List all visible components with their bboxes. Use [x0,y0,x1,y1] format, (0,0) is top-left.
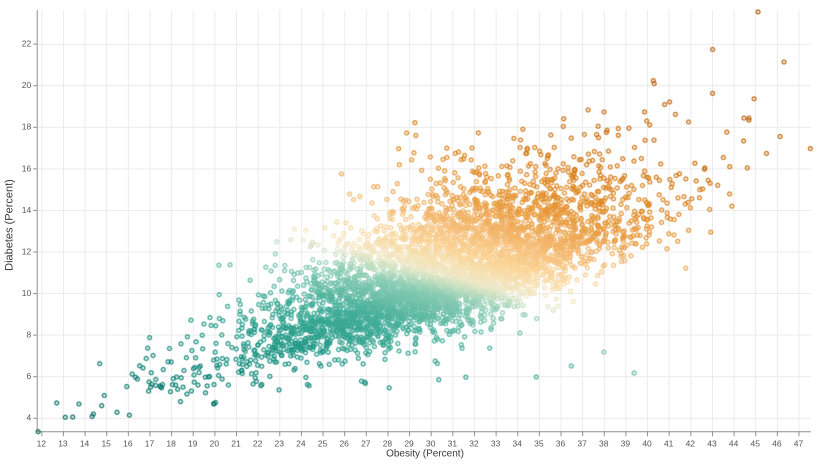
svg-text:Diabetes (Percent): Diabetes (Percent) [4,179,16,271]
svg-text:42: 42 [686,438,696,448]
svg-text:46: 46 [772,438,782,448]
svg-text:30: 30 [426,438,436,448]
svg-text:22: 22 [22,39,32,49]
svg-text:44: 44 [729,438,739,448]
svg-text:6: 6 [26,371,31,381]
svg-text:38: 38 [599,438,609,448]
svg-text:29: 29 [404,438,414,448]
svg-text:32: 32 [469,438,479,448]
svg-text:34: 34 [513,438,523,448]
svg-text:19: 19 [188,438,198,448]
svg-text:18: 18 [22,122,32,132]
svg-text:47: 47 [794,438,804,448]
svg-text:28: 28 [383,438,393,448]
svg-text:45: 45 [750,438,760,448]
svg-text:14: 14 [22,205,32,215]
svg-text:17: 17 [145,438,155,448]
svg-text:31: 31 [448,438,458,448]
svg-text:39: 39 [621,438,631,448]
svg-text:4: 4 [26,413,31,423]
svg-text:Obesity (Percent): Obesity (Percent) [386,449,464,460]
svg-text:12: 12 [37,438,47,448]
svg-text:26: 26 [339,438,349,448]
svg-text:8: 8 [26,330,31,340]
svg-text:12: 12 [22,246,32,256]
svg-text:16: 16 [22,163,32,173]
svg-text:27: 27 [361,438,371,448]
svg-text:10: 10 [22,288,32,298]
svg-text:37: 37 [577,438,587,448]
svg-text:15: 15 [101,438,111,448]
svg-text:33: 33 [491,438,501,448]
svg-text:16: 16 [123,438,133,448]
svg-text:21: 21 [231,438,241,448]
svg-text:22: 22 [253,438,263,448]
svg-text:14: 14 [80,438,90,448]
svg-text:20: 20 [22,80,32,90]
svg-text:18: 18 [166,438,176,448]
svg-text:36: 36 [556,438,566,448]
svg-text:35: 35 [534,438,544,448]
svg-text:13: 13 [58,438,68,448]
svg-text:40: 40 [642,438,652,448]
svg-text:20: 20 [210,438,220,448]
svg-text:41: 41 [664,438,674,448]
svg-text:25: 25 [318,438,328,448]
svg-text:43: 43 [707,438,717,448]
svg-text:24: 24 [296,438,306,448]
svg-text:23: 23 [275,438,285,448]
